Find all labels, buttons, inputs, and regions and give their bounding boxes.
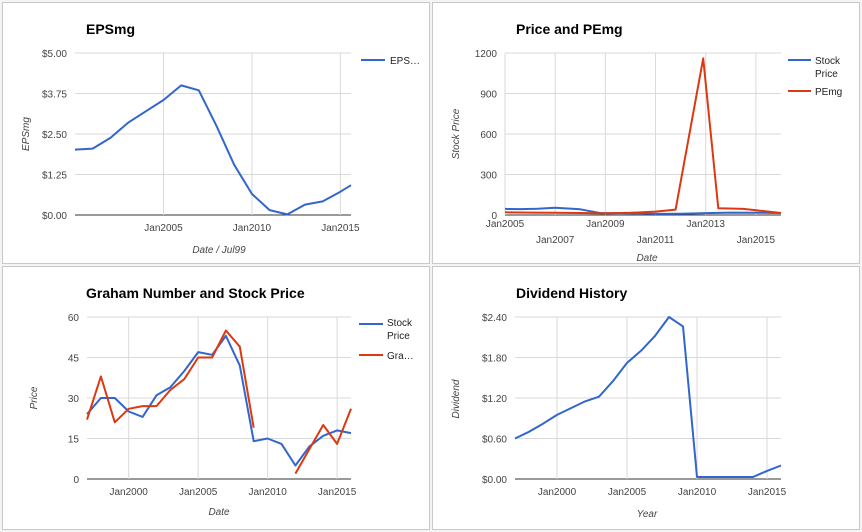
eps-x-tick-label: Jan2015 (321, 223, 360, 234)
dividend-y-tick-label: $1.80 (482, 354, 507, 365)
graham-y-tick-label: 30 (68, 394, 80, 405)
dividend-x-tick-label: Jan2010 (678, 487, 717, 498)
graham-y-tick-label: 15 (68, 435, 80, 446)
graham-chart-title: Graham Number and Stock Price (86, 285, 305, 301)
graham-x-tick-label: Jan2010 (248, 487, 287, 498)
price-pe-chart-y-axis-title: Stock Price (451, 108, 462, 159)
eps-chart-y-axis-title: EPSmg (21, 117, 32, 151)
eps-y-tick-label: $5.00 (42, 49, 67, 60)
graham-chart-y-axis-title: Price (29, 386, 40, 409)
graham-x-tick-label: Jan2000 (109, 487, 148, 498)
price-pe-chart-title: Price and PEmg (516, 21, 623, 37)
dividend-y-tick-label: $0.00 (482, 475, 507, 486)
stock-price-legend-label: Stock Price (815, 56, 841, 80)
graham-series-2-line (294, 408, 352, 475)
dividend-x-tick-label: Jan2015 (748, 487, 787, 498)
eps-y-tick-label: $3.75 (42, 90, 67, 101)
price-pe-y-tick-label: 600 (480, 130, 497, 141)
dividend-series-0-line (514, 316, 782, 478)
price-pe-x-tick-label: Jan2015 (737, 235, 776, 246)
price-pe-y-tick-label: 1200 (475, 49, 498, 60)
price-pe-x-tick-label: Jan2005 (486, 219, 525, 230)
price-pe-chart-legend: Stock Price PEmg (788, 56, 842, 98)
graham-chart-panel: Graham Number and Stock Price 0 15 30 45 60 … (2, 266, 430, 530)
eps-y-tick-label: $2.50 (42, 130, 67, 141)
price-pe-x-tick-label: Jan2009 (586, 219, 625, 230)
eps-chart-legend: EPS… (361, 56, 420, 67)
price-pe-y-tick-label: 0 (491, 211, 497, 222)
price-pe-chart-panel: Price and PEmg 0 300 600 900 1200 Jan2005 Jan… (432, 2, 860, 264)
price-pe-x-tick-label: Jan2007 (536, 235, 575, 246)
eps-x-tick-label: Jan2010 (233, 223, 272, 234)
graham-series-1-line (86, 329, 255, 428)
dividend-chart-title: Dividend History (516, 285, 627, 301)
price-pe-chart: Price and PEmg 0 300 600 900 1200 Jan2005 Jan… (451, 21, 842, 264)
dividend-chart: Dividend History $0.00 $0.60 $1.20 $1.80 $2.… (451, 285, 787, 520)
price-pe-y-tick-label: 900 (480, 90, 497, 101)
eps-series-0-line (74, 84, 352, 216)
graham-y-tick-label: 60 (68, 313, 80, 324)
price-pe-chart-x-axis-title: Date (636, 253, 658, 264)
price-pe-series-1-line (504, 57, 782, 215)
eps-y-tick-label: $1.25 (42, 171, 67, 182)
dividend-chart-panel: Dividend History $0.00 $0.60 $1.20 $1.80 $2.… (432, 266, 860, 530)
dividend-chart-y-axis-title: Dividend (451, 379, 462, 418)
dividend-y-tick-label: $0.60 (482, 435, 507, 446)
dividend-y-tick-label: $2.40 (482, 313, 507, 324)
price-pe-x-tick-label: Jan2011 (637, 235, 675, 246)
dividend-x-tick-label: Jan2000 (538, 487, 577, 498)
graham-y-tick-label: 0 (73, 475, 79, 486)
price-pe-x-tick-label: Jan2013 (687, 219, 726, 230)
graham-x-tick-label: Jan2005 (179, 487, 218, 498)
graham-number-legend-label: Gra… (387, 351, 414, 362)
dividend-x-tick-label: Jan2005 (608, 487, 647, 498)
graham-chart-x-axis-title: Date (208, 507, 230, 518)
graham-chart-legend: Stock Price Gra… (359, 318, 414, 362)
eps-legend-label: EPS… (390, 56, 420, 67)
dividend-chart-x-axis-title: Year (637, 509, 658, 520)
eps-y-tick-label: $0.00 (42, 211, 67, 222)
price-pe-y-tick-label: 300 (480, 171, 497, 182)
graham-x-tick-label: Jan2015 (318, 487, 357, 498)
eps-chart-panel: EPSmg $0.00 $1.25 $2.50 $3.75 $5.00 Jan2005 J… (2, 2, 430, 264)
eps-chart: EPSmg $0.00 $1.25 $2.50 $3.75 $5.00 Jan2005 J… (21, 21, 420, 256)
eps-chart-title: EPSmg (86, 21, 135, 37)
eps-chart-x-axis-title: Date / Jul99 (192, 245, 246, 256)
eps-x-tick-label: Jan2005 (144, 223, 183, 234)
graham-stock-legend-label: Stock Price (387, 318, 413, 342)
pemg-legend-label: PEmg (815, 87, 842, 98)
dividend-y-tick-label: $1.20 (482, 394, 507, 405)
graham-chart: Graham Number and Stock Price 015304560 … (29, 285, 414, 518)
graham-y-tick-label: 45 (68, 354, 80, 365)
